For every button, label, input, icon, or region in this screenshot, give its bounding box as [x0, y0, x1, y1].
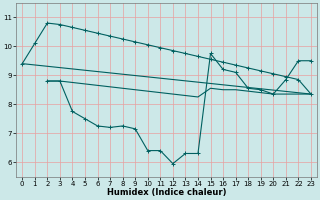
X-axis label: Humidex (Indice chaleur): Humidex (Indice chaleur): [107, 188, 226, 197]
